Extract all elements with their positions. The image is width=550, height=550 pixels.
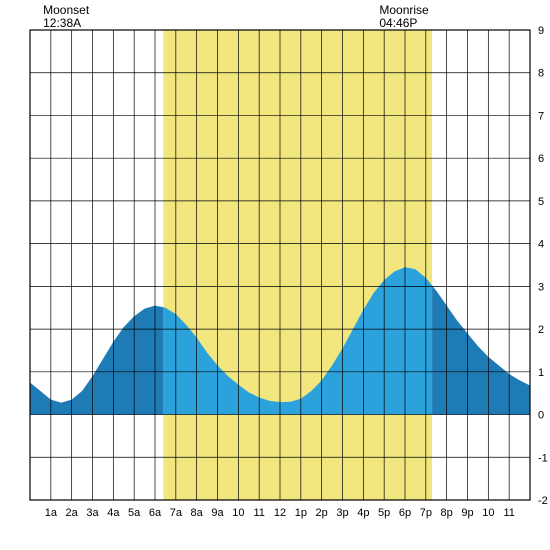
x-tick-label: 1a [45,507,58,519]
x-tick-label: 5p [378,507,390,519]
y-tick-label: 9 [538,25,544,37]
x-tick-label: 11 [253,507,264,519]
x-tick-label: 9p [461,507,473,519]
daylight-band [163,30,432,500]
y-tick-label: 4 [538,239,544,251]
x-tick-label: 5a [128,507,141,519]
y-tick-label: 3 [538,281,544,293]
y-tick-label: -2 [538,495,548,507]
y-tick-label: 0 [538,410,544,422]
x-tick-label: 10 [232,507,244,519]
x-tick-label: 2a [66,507,79,519]
x-tick-label: 8a [191,507,204,519]
moonrise-label: Moonrise [379,3,429,17]
x-tick-label: 3p [336,507,348,519]
tide-chart: 1a2a3a4a5a6a7a8a9a1011121p2p3p4p5p6p7p8p… [0,0,550,550]
y-tick-label: 6 [538,153,544,165]
x-tick-label: 4p [357,507,369,519]
x-tick-label: 10 [482,507,494,519]
x-tick-label: 8p [441,507,453,519]
x-tick-label: 6a [149,507,162,519]
y-tick-label: 8 [538,68,544,80]
x-tick-label: 11 [503,507,514,519]
x-tick-label: 7a [170,507,183,519]
x-tick-label: 2p [316,507,328,519]
chart-canvas: 1a2a3a4a5a6a7a8a9a1011121p2p3p4p5p6p7p8p… [0,0,550,550]
y-tick-label: 1 [538,367,544,379]
x-tick-label: 6p [399,507,411,519]
y-tick-label: -1 [538,452,548,464]
x-tick-label: 12 [274,507,286,519]
y-tick-label: 5 [538,196,544,208]
x-tick-label: 4a [107,507,120,519]
moonset-label: Moonset [43,3,90,17]
moonset-time: 12:38A [43,16,81,30]
x-tick-label: 9a [211,507,224,519]
x-tick-label: 1p [295,507,307,519]
x-tick-label: 3a [86,507,99,519]
moonrise-time: 04:46P [379,16,417,30]
y-tick-label: 7 [538,110,544,122]
y-tick-label: 2 [538,324,544,336]
x-tick-label: 7p [420,507,432,519]
